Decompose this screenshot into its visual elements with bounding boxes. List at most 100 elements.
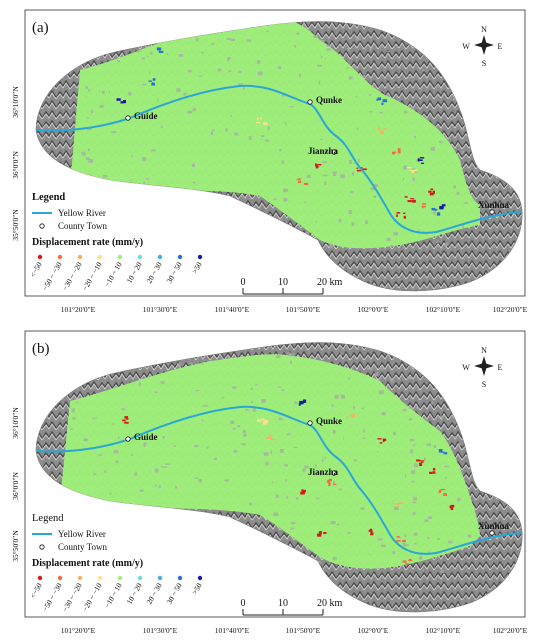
- incoherent-patch: [283, 198, 288, 202]
- incoherent-patch: [281, 389, 285, 391]
- incoherent-patch: [326, 48, 331, 51]
- scale-bar: [242, 609, 324, 616]
- compass-e: E: [498, 42, 503, 51]
- deformation-point: [392, 151, 396, 155]
- class-label: <−50: [28, 260, 44, 279]
- incoherent-patch: [252, 407, 256, 412]
- incoherent-patch: [228, 70, 232, 72]
- incoherent-patch: [226, 57, 230, 61]
- deformation-point: [327, 479, 330, 483]
- class-label: >50: [190, 260, 204, 275]
- incoherent-patch: [210, 131, 213, 136]
- incoherent-patch: [444, 465, 449, 468]
- incoherent-patch: [370, 48, 372, 52]
- incoherent-patch: [270, 450, 273, 454]
- incoherent-patch: [279, 148, 282, 152]
- incoherent-patch: [70, 428, 74, 430]
- incoherent-patch: [157, 98, 159, 102]
- incoherent-patch: [98, 90, 100, 93]
- incoherent-patch: [165, 463, 170, 465]
- town-marker: [489, 530, 495, 536]
- deformation-point: [432, 471, 436, 474]
- incoherent-patch: [414, 135, 416, 139]
- incoherent-patch: [263, 452, 269, 456]
- incoherent-patch: [230, 38, 236, 41]
- incoherent-patch: [356, 37, 361, 41]
- incoherent-patch: [85, 157, 90, 160]
- deformation-point: [301, 492, 305, 495]
- deformation-point: [356, 167, 359, 169]
- deformation-point: [299, 400, 304, 405]
- incoherent-patch: [286, 239, 289, 244]
- deformation-point: [397, 148, 401, 152]
- lon-label: 102°10'0"E: [426, 305, 461, 314]
- deformation-point: [422, 203, 427, 205]
- incoherent-patch: [88, 159, 93, 163]
- incoherent-patch: [154, 484, 157, 487]
- incoherent-patch: [466, 436, 469, 441]
- legend-title: Legend: [32, 192, 65, 203]
- class-swatch: [37, 575, 43, 581]
- deformation-point: [402, 560, 407, 563]
- deformation-point: [419, 157, 425, 159]
- deformation-point: [391, 503, 394, 504]
- incoherent-patch: [237, 523, 243, 527]
- incoherent-patch: [246, 39, 252, 42]
- incoherent-patch: [154, 391, 158, 394]
- incoherent-patch: [113, 366, 116, 369]
- incoherent-patch: [286, 496, 289, 499]
- incoherent-patch: [195, 389, 199, 392]
- incoherent-patch: [386, 39, 388, 44]
- class-label: −10 ~ 10: [102, 260, 123, 288]
- incoherent-patch: [405, 474, 407, 478]
- incoherent-patch: [408, 77, 414, 79]
- class-swatch: [77, 575, 83, 581]
- incoherent-patch: [261, 399, 266, 403]
- incoherent-patch: [347, 532, 351, 534]
- incoherent-patch: [281, 160, 285, 164]
- panel-label: (b): [32, 341, 50, 357]
- class-swatch: [37, 254, 43, 260]
- incoherent-patch: [178, 54, 183, 57]
- incoherent-patch: [70, 383, 72, 388]
- lon-label: 102°20'0"E: [493, 305, 528, 314]
- deformation-point: [269, 436, 272, 440]
- deformation-point: [440, 451, 445, 453]
- incoherent-patch: [380, 34, 383, 36]
- incoherent-patch: [232, 386, 237, 389]
- incoherent-patch: [377, 538, 383, 541]
- deformation-point: [429, 471, 433, 474]
- incoherent-patch: [315, 497, 320, 499]
- deformation-point: [256, 122, 261, 124]
- deformation-point: [407, 167, 412, 169]
- deformation-point: [410, 198, 415, 200]
- town-marker: [125, 436, 131, 442]
- compass-w: W: [462, 42, 470, 51]
- incoherent-patch: [369, 553, 371, 555]
- incoherent-patch: [373, 195, 376, 198]
- incoherent-patch: [106, 500, 109, 504]
- incoherent-patch: [108, 549, 111, 553]
- incoherent-patch: [424, 519, 429, 522]
- incoherent-patch: [203, 193, 205, 197]
- scale-label: 20 km: [317, 277, 343, 288]
- incoherent-patch: [290, 527, 295, 530]
- incoherent-patch: [320, 138, 323, 141]
- incoherent-patch: [296, 497, 299, 500]
- yellow-river: [35, 405, 523, 555]
- incoherent-patch: [446, 44, 450, 47]
- class-swatch: [117, 254, 123, 260]
- compass-icon: N S E W: [462, 346, 502, 389]
- deformation-point: [434, 209, 437, 212]
- deformation-point: [431, 207, 436, 211]
- stable-zone: [60, 354, 480, 569]
- incoherent-patch: [264, 139, 270, 142]
- incoherent-patch: [322, 161, 327, 164]
- deformation-point: [420, 461, 424, 463]
- incoherent-patch: [245, 408, 249, 411]
- incoherent-patch: [348, 377, 350, 380]
- incoherent-patch: [236, 236, 241, 239]
- town-marker: [331, 149, 337, 155]
- incoherent-patch: [318, 561, 322, 564]
- incoherent-patch: [379, 111, 383, 114]
